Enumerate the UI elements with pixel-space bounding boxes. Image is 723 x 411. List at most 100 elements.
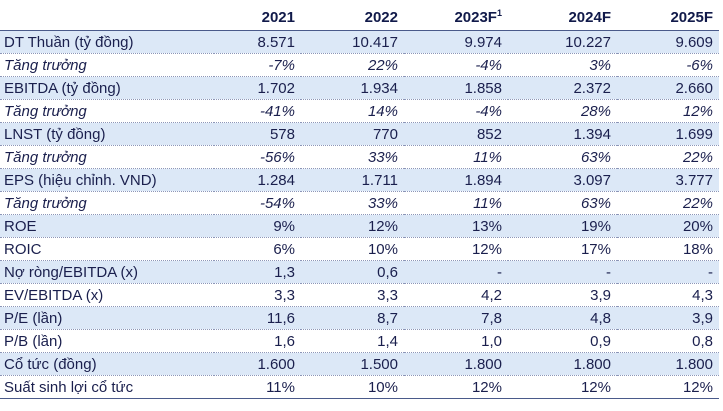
table-row: EBITDA (tỷ đồng) 1.702 1.934 1.858 2.372… xyxy=(0,76,719,100)
cell-2023f: 11% xyxy=(404,191,508,215)
cell-2024f: 3% xyxy=(508,53,617,77)
financial-summary-table: 2021 2022 2023F1 2024F 2025F DT Thuần (t… xyxy=(0,5,719,399)
cell-2022: 12% xyxy=(301,214,404,238)
table-header-row: 2021 2022 2023F1 2024F 2025F xyxy=(0,5,719,31)
cell-2025f: 1.800 xyxy=(617,352,719,376)
cell-2024f: 4,8 xyxy=(508,306,617,330)
table-row: Tăng trưởng -56% 33% 11% 63% 22% xyxy=(0,145,719,169)
cell-2023f: 13% xyxy=(404,214,508,238)
cell-2021: 1.702 xyxy=(214,76,301,100)
cell-2023f: - xyxy=(404,260,508,284)
cell-2024f: 28% xyxy=(508,99,617,123)
cell-2022: 1.711 xyxy=(301,168,404,192)
table-row: Cổ tức (đồng) 1.600 1.500 1.800 1.800 1.… xyxy=(0,352,719,376)
cell-2025f: - xyxy=(617,260,719,284)
header-year-2022: 2022 xyxy=(301,5,404,31)
cell-2023f: 4,2 xyxy=(404,283,508,307)
cell-2025f: 22% xyxy=(617,191,719,215)
cell-2022: 1,4 xyxy=(301,329,404,353)
cell-2023f: 1,0 xyxy=(404,329,508,353)
cell-2022: 10% xyxy=(301,375,404,399)
cell-2021: -7% xyxy=(214,53,301,77)
cell-2025f: 1.699 xyxy=(617,122,719,146)
table-row: DT Thuần (tỷ đồng) 8.571 10.417 9.974 10… xyxy=(0,30,719,54)
cell-2022: 770 xyxy=(301,122,404,146)
cell-2024f: 19% xyxy=(508,214,617,238)
cell-2021: 1.284 xyxy=(214,168,301,192)
table-row: Suất sinh lợi cổ tức 11% 10% 12% 12% 12% xyxy=(0,375,719,399)
cell-2021: 578 xyxy=(214,122,301,146)
table-body: DT Thuần (tỷ đồng) 8.571 10.417 9.974 10… xyxy=(0,30,719,399)
cell-2025f: 2.660 xyxy=(617,76,719,100)
cell-2024f: 0,9 xyxy=(508,329,617,353)
row-label: Suất sinh lợi cổ tức xyxy=(0,375,214,399)
cell-2023f: 7,8 xyxy=(404,306,508,330)
cell-2021: -54% xyxy=(214,191,301,215)
cell-2022: 0,6 xyxy=(301,260,404,284)
cell-2023f: 852 xyxy=(404,122,508,146)
cell-2023f: 11% xyxy=(404,145,508,169)
cell-2021: 1,3 xyxy=(214,260,301,284)
row-label: Nợ ròng/EBITDA (x) xyxy=(0,260,214,284)
footnote-mark: 1 xyxy=(496,8,502,18)
cell-2025f: 3.777 xyxy=(617,168,719,192)
cell-2024f: 1.394 xyxy=(508,122,617,146)
cell-2021: 3,3 xyxy=(214,283,301,307)
cell-2025f: -6% xyxy=(617,53,719,77)
cell-2025f: 4,3 xyxy=(617,283,719,307)
cell-2024f: 1.800 xyxy=(508,352,617,376)
cell-2025f: 3,9 xyxy=(617,306,719,330)
table-row: P/B (lần) 1,6 1,4 1,0 0,9 0,8 xyxy=(0,329,719,353)
row-label: ROIC xyxy=(0,237,214,261)
cell-2022: 33% xyxy=(301,145,404,169)
table-row: Nợ ròng/EBITDA (x) 1,3 0,6 - - - xyxy=(0,260,719,284)
row-label: Cổ tức (đồng) xyxy=(0,352,214,376)
cell-2021: 8.571 xyxy=(214,30,301,54)
cell-2021: 1.600 xyxy=(214,352,301,376)
cell-2025f: 9.609 xyxy=(617,30,719,54)
cell-2021: 11% xyxy=(214,375,301,399)
row-label: DT Thuần (tỷ đồng) xyxy=(0,30,214,54)
table-row: Tăng trưởng -7% 22% -4% 3% -6% xyxy=(0,53,719,77)
cell-2021: 1,6 xyxy=(214,329,301,353)
row-label: EV/EBITDA (x) xyxy=(0,283,214,307)
row-label: Tăng trưởng xyxy=(0,145,214,169)
cell-2024f: 2.372 xyxy=(508,76,617,100)
cell-2021: 6% xyxy=(214,237,301,261)
table-row: ROIC 6% 10% 12% 17% 18% xyxy=(0,237,719,261)
cell-2022: 1.934 xyxy=(301,76,404,100)
cell-2021: -41% xyxy=(214,99,301,123)
cell-2024f: 10.227 xyxy=(508,30,617,54)
cell-2022: 3,3 xyxy=(301,283,404,307)
cell-2024f: 63% xyxy=(508,191,617,215)
cell-2021: 11,6 xyxy=(214,306,301,330)
cell-2024f: 12% xyxy=(508,375,617,399)
cell-2022: 8,7 xyxy=(301,306,404,330)
cell-2022: 14% xyxy=(301,99,404,123)
header-year-2021: 2021 xyxy=(214,5,301,31)
row-label: Tăng trưởng xyxy=(0,99,214,123)
cell-2023f: 1.858 xyxy=(404,76,508,100)
cell-2025f: 22% xyxy=(617,145,719,169)
cell-2023f: 1.894 xyxy=(404,168,508,192)
cell-2022: 1.500 xyxy=(301,352,404,376)
row-label: EBITDA (tỷ đồng) xyxy=(0,76,214,100)
header-year-2023f-text: 2023F xyxy=(454,9,497,26)
header-year-2024f: 2024F xyxy=(508,5,617,31)
cell-2023f: 12% xyxy=(404,375,508,399)
cell-2022: 33% xyxy=(301,191,404,215)
cell-2025f: 18% xyxy=(617,237,719,261)
row-label: P/E (lần) xyxy=(0,306,214,330)
cell-2023f: 1.800 xyxy=(404,352,508,376)
cell-2022: 10% xyxy=(301,237,404,261)
row-label: Tăng trưởng xyxy=(0,53,214,77)
cell-2025f: 20% xyxy=(617,214,719,238)
cell-2021: -56% xyxy=(214,145,301,169)
row-label: ROE xyxy=(0,214,214,238)
table-row: EV/EBITDA (x) 3,3 3,3 4,2 3,9 4,3 xyxy=(0,283,719,307)
cell-2025f: 12% xyxy=(617,375,719,399)
cell-2021: 9% xyxy=(214,214,301,238)
cell-2022: 22% xyxy=(301,53,404,77)
cell-2025f: 0,8 xyxy=(617,329,719,353)
